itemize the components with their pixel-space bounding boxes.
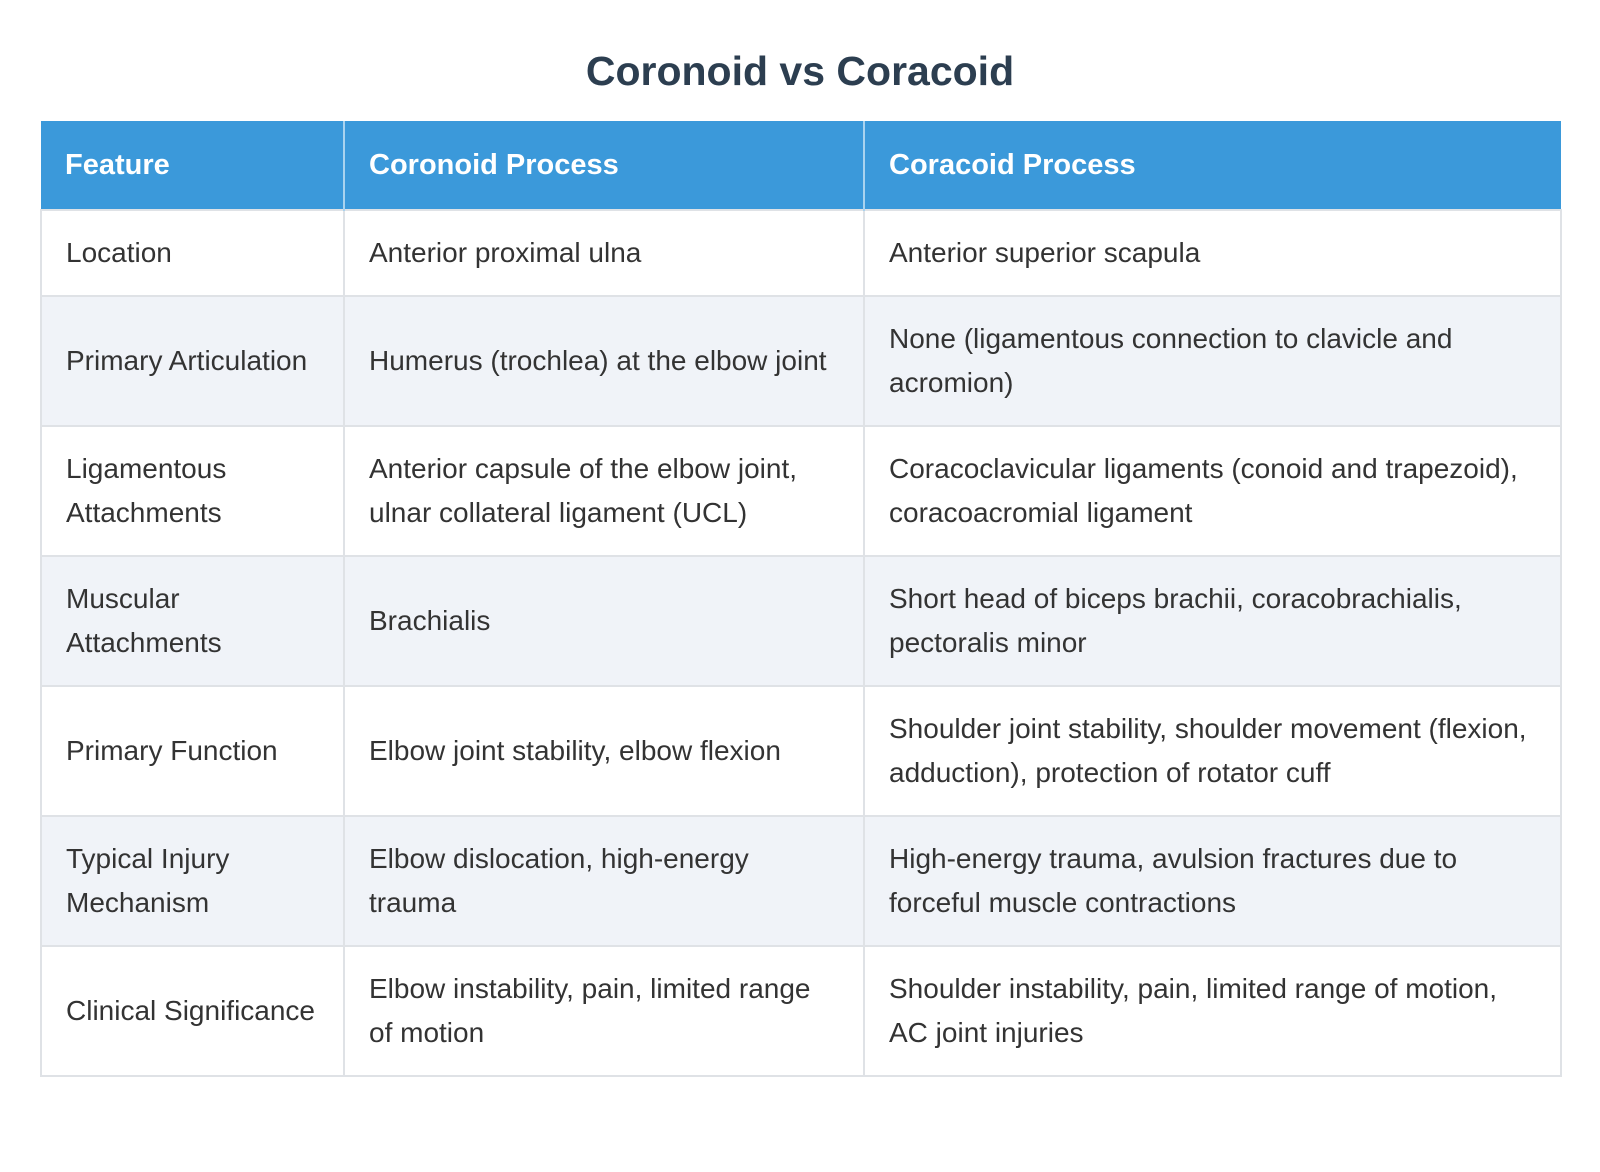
coronoid-cell: Brachialis [343, 555, 865, 687]
feature-cell: Primary Function [40, 685, 345, 817]
coracoid-cell: Short head of biceps brachii, coracobrac… [863, 555, 1562, 687]
feature-cell: Muscular Attachments [40, 555, 345, 687]
comparison-table: Feature Coronoid Process Coracoid Proces… [40, 121, 1562, 1077]
feature-cell: Typical Injury Mechanism [40, 815, 345, 947]
table-row-muscular-attachments: Muscular Attachments Brachialis Short he… [40, 555, 1562, 687]
feature-cell: Ligamentous Attachments [40, 425, 345, 557]
page-title: Coronoid vs Coracoid [585, 48, 1015, 94]
feature-cell: Primary Articulation [40, 295, 345, 427]
table-row-ligamentous-attachments: Ligamentous Attachments Anterior capsule… [40, 425, 1562, 557]
coracoid-cell: Anterior superior scapula [863, 209, 1562, 297]
coronoid-cell: Anterior capsule of the elbow joint, uln… [343, 425, 865, 557]
coracoid-cell: High-energy trauma, avulsion fractures d… [863, 815, 1562, 947]
coronoid-cell: Elbow dislocation, high-energy trauma [343, 815, 865, 947]
table-header-row: Feature Coronoid Process Coracoid Proces… [41, 121, 1561, 210]
coracoid-cell: Shoulder instability, pain, limited rang… [863, 945, 1562, 1077]
coracoid-cell: None (ligamentous connection to clavicle… [863, 295, 1562, 427]
coronoid-cell: Elbow joint stability, elbow flexion [343, 685, 865, 817]
table-row-location: Location Anterior proximal ulna Anterior… [40, 209, 1562, 297]
table-row-typical-injury-mechanism: Typical Injury Mechanism Elbow dislocati… [40, 815, 1562, 947]
table-row-primary-function: Primary Function Elbow joint stability, … [40, 685, 1562, 817]
table-row-clinical-significance: Clinical Significance Elbow instability,… [40, 945, 1562, 1077]
coronoid-cell: Anterior proximal ulna [343, 209, 865, 297]
coracoid-cell: Coracoclavicular ligaments (conoid and t… [863, 425, 1562, 557]
coronoid-cell: Elbow instability, pain, limited range o… [343, 945, 865, 1077]
coronoid-cell: Humerus (trochlea) at the elbow joint [343, 295, 865, 427]
coracoid-cell: Shoulder joint stability, shoulder movem… [863, 685, 1562, 817]
feature-cell: Clinical Significance [40, 945, 345, 1077]
feature-cell: Location [40, 209, 345, 297]
column-header-feature: Feature [41, 121, 344, 210]
column-header-coronoid-process: Coronoid Process [343, 121, 864, 210]
column-header-coracoid-process: Coracoid Process [863, 121, 1561, 210]
table-row-primary-articulation: Primary Articulation Humerus (trochlea) … [40, 295, 1562, 427]
